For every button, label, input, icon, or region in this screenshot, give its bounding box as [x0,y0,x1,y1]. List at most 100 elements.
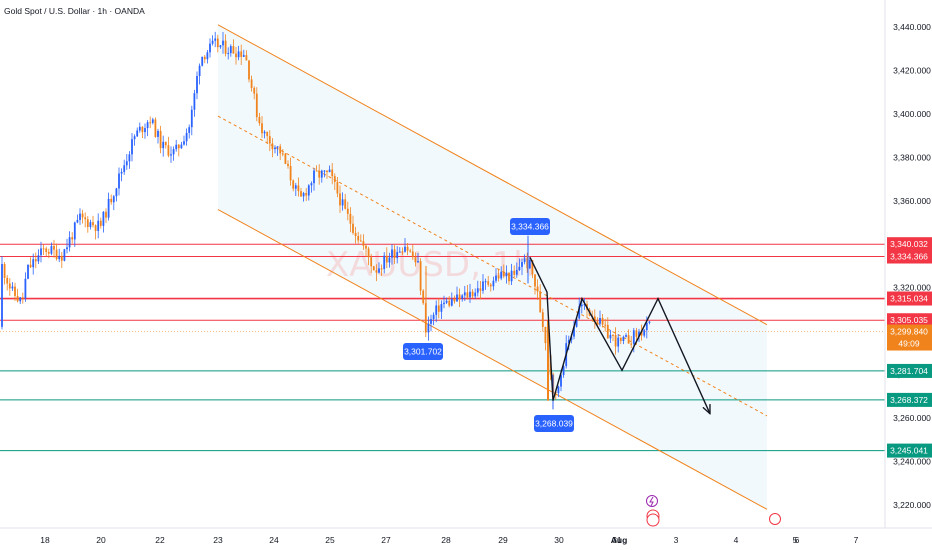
candle-body-52 [136,130,139,137]
candle-body-169 [440,304,443,312]
x-tick-label-11: Aug [611,535,628,545]
candle-body-65 [170,154,172,156]
candle-body-160 [417,261,419,263]
candle-body-108 [281,153,284,155]
candle-body-19 [50,246,53,254]
candle-body-22 [58,255,61,260]
candle-body-229 [596,321,599,324]
candle-body-155 [404,246,406,252]
candle-body-176 [458,294,461,299]
candle-body-80 [209,43,211,53]
projection-line [529,256,710,413]
x-tick-label-0: 18 [40,535,50,545]
channel-upper-line [217,24,768,326]
candle-body-215 [560,375,562,387]
us-flag-icon-3[interactable] [769,513,781,525]
candle-body-172 [448,300,451,306]
candle-body-192 [500,271,503,279]
candle-body-89 [232,46,235,54]
candle-body-86 [224,40,227,54]
price-tag-label-5: 3,268.372 [890,395,928,405]
y-tick-label-1: 3,240.000 [893,457,931,467]
candles [1,31,651,410]
candle-body-9 [24,278,27,299]
candle-body-242 [630,343,633,345]
candle-body-138 [359,240,362,242]
candle-body-188 [489,284,492,287]
candle-body-16 [42,248,45,250]
candle-body-214 [557,386,560,394]
candle-body-130 [339,193,341,206]
candle-drop-31 [547,320,549,401]
price-tag-label-0: 3,340.032 [890,239,928,249]
candle-body-84 [219,45,222,48]
candle-body-122 [318,170,321,178]
candle-body-90 [235,53,237,58]
candle-body-116 [302,193,305,197]
x-tick-label-6: 27 [381,535,391,545]
y-tick-label-8: 3,380.000 [893,152,931,162]
candle-body-55 [144,128,146,133]
candle-body-146 [380,268,383,270]
price-tag-label-6: 3,245.041 [890,446,928,456]
watermark: XAUUSD, 1h [326,245,535,285]
candle-body-154 [401,251,404,253]
candle-body-235 [612,334,614,336]
candle-body-17 [45,248,48,252]
candle-body-131 [341,199,344,206]
candle-body-237 [617,337,620,347]
current-price-countdown: 49:09 [898,339,920,349]
candle-body-167 [435,305,438,315]
candle-body-180 [469,291,471,298]
candle-body-203 [528,260,531,269]
candle-body-189 [492,280,495,287]
candle-body-54 [141,126,144,133]
candle-body-8 [21,297,24,299]
callout-box-1 [403,343,443,360]
callout-label-2: 3,268.039 [535,419,573,429]
candle-body-228 [593,316,596,322]
candle-body-92 [240,51,243,57]
candle-body-91 [237,51,240,58]
candle-body-7 [19,297,22,302]
candle-body-128 [333,176,336,182]
candle-body-18 [47,251,50,254]
candle-body-20 [53,246,55,250]
candle-body-247 [643,330,646,336]
x-tick-label-3: 23 [213,535,223,545]
price-tag-5 [887,392,932,407]
candle-body-67 [175,144,178,150]
candle-body-21 [55,249,58,260]
lightning-bolt-icon [649,496,654,507]
candle-body-102 [266,131,269,137]
y-tick-label-7: 3,360.000 [893,196,931,206]
candle-body-87 [227,53,230,55]
candle-body-2 [6,277,9,284]
us-flag-icon-2[interactable] [646,513,660,527]
price-tag-label-2: 3,315.034 [890,294,928,304]
candle-body-25 [66,247,68,250]
candle-body-183 [476,288,479,293]
candle-body-71 [185,132,188,142]
candle-body-174 [453,299,456,302]
event-icons[interactable] [646,495,781,527]
candle-body-187 [487,281,490,285]
candle-body-152 [396,251,399,259]
lightning-icon[interactable] [646,495,658,507]
candle-body-231 [601,317,604,325]
candle-body-93 [242,55,245,57]
channel-lower-line [217,209,768,510]
candle-body-147 [383,255,386,269]
candle-body-164 [427,323,430,333]
symbol-title: Gold Spot / U.S. Dollar · 1h · OANDA [4,6,145,16]
candle-body-105 [274,147,276,150]
candle-body-153 [398,251,401,253]
current-price-label: 3,299.840 [890,327,928,337]
candle-body-223 [580,304,583,307]
price-axis[interactable]: 3,220.0003,240.0003,260.0003,280.0003,30… [893,22,931,510]
candle-body-173 [450,299,453,306]
y-tick-label-10: 3,420.000 [893,65,931,75]
candle-body-29 [76,220,79,223]
